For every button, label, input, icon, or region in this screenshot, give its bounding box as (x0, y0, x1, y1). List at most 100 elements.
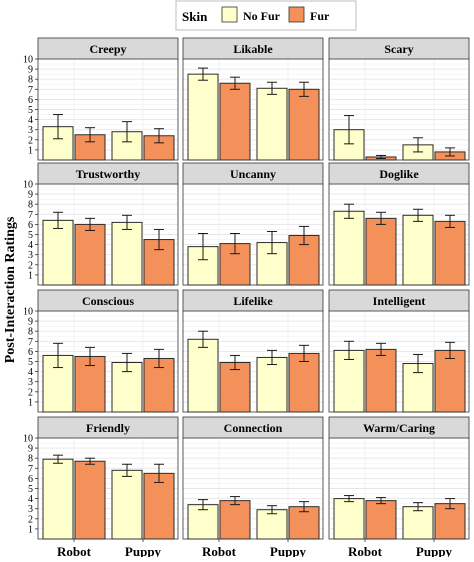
panel-border-intelligent (328, 310, 470, 413)
y-tick-label: 8 (28, 454, 33, 465)
panel-title-conscious: Conscious (82, 294, 134, 308)
y-tick-label: 7 (28, 337, 33, 348)
panel-border-uncanny (182, 183, 324, 286)
y-tick-label: 9 (28, 190, 33, 201)
y-tick-label: 4 (28, 240, 33, 251)
panel-border-warm-caring (328, 437, 470, 540)
bar-lifelike-no-fur-puppy (256, 356, 288, 413)
bar-friendly-fur-robot (74, 460, 106, 540)
panel-border-likable (182, 58, 324, 161)
y-tick-label: 8 (28, 327, 33, 338)
bar-likable-no-fur-puppy (256, 87, 288, 161)
bar-friendly-no-fur-puppy (111, 469, 143, 540)
x-tick-label-robot: Robot (202, 544, 237, 557)
bar-connection-no-fur-robot (187, 504, 219, 540)
y-tick-label: 7 (28, 85, 33, 96)
y-tick-label: 2 (28, 135, 33, 146)
y-tick-label: 5 (28, 357, 33, 368)
x-tick-label-robot: Robot (348, 544, 383, 557)
panel-title-trustworthy: Trustworthy (76, 167, 140, 181)
y-tick-label: 1 (28, 145, 33, 156)
y-tick-label: 5 (28, 230, 33, 241)
y-tick-label: 3 (28, 504, 33, 515)
y-tick-label: 4 (28, 115, 33, 126)
y-tick-label: 9 (28, 317, 33, 328)
panel-border-doglike (328, 183, 470, 286)
y-tick-label: 10 (23, 307, 33, 318)
bar-doglike-no-fur-robot (333, 210, 365, 286)
bar-intelligent-fur-robot (365, 348, 397, 413)
panel-title-uncanny: Uncanny (230, 167, 276, 181)
y-tick-label: 10 (23, 434, 33, 445)
y-tick-label: 2 (28, 260, 33, 271)
y-tick-label: 6 (28, 95, 33, 106)
bar-connection-fur-robot (219, 500, 251, 540)
bar-lifelike-no-fur-robot (187, 338, 219, 413)
y-tick-label: 2 (28, 514, 33, 525)
y-tick-label: 10 (23, 180, 33, 191)
y-tick-label: 1 (28, 270, 33, 281)
y-tick-label: 9 (28, 444, 33, 455)
y-tick-label: 5 (28, 484, 33, 495)
y-tick-label: 4 (28, 367, 33, 378)
panel-title-lifelike: Lifelike (233, 294, 273, 308)
panel-title-likable: Likable (233, 42, 273, 56)
legend-swatch-2 (288, 6, 305, 23)
bar-trustworthy-fur-robot (74, 223, 106, 286)
bar-connection-no-fur-puppy (256, 509, 288, 540)
bar-doglike-fur-robot (365, 217, 397, 286)
panel-border-scary (328, 58, 470, 161)
y-tick-label: 5 (28, 105, 33, 116)
bar-friendly-fur-puppy (143, 472, 175, 540)
panel-border-connection (182, 437, 324, 540)
bar-lifelike-fur-puppy (288, 352, 320, 413)
y-tick-label: 3 (28, 250, 33, 261)
bar-intelligent-fur-puppy (434, 349, 466, 413)
y-tick-label: 3 (28, 377, 33, 388)
y-tick-label: 8 (28, 200, 33, 211)
bar-lifelike-fur-robot (219, 362, 251, 413)
panel-border-lifelike (182, 310, 324, 413)
legend-label-1: No Fur (243, 9, 281, 23)
y-axis-title: Post-Interaction Ratings (3, 216, 18, 363)
y-tick-label: 8 (28, 75, 33, 86)
y-tick-label: 3 (28, 125, 33, 136)
y-tick-label: 1 (28, 524, 33, 535)
panel-title-doglike: Doglike (379, 167, 419, 181)
legend-label-2: Fur (310, 9, 330, 23)
legend-title: Skin (182, 9, 208, 24)
bar-doglike-no-fur-puppy (402, 214, 434, 286)
y-tick-label: 1 (28, 397, 33, 408)
bar-likable-fur-robot (219, 82, 251, 161)
y-tick-label: 2 (28, 387, 33, 398)
y-tick-label: 7 (28, 210, 33, 221)
y-tick-label: 6 (28, 220, 33, 231)
bar-intelligent-no-fur-robot (333, 349, 365, 413)
panel-title-connection: Connection (224, 421, 283, 435)
panel-title-creepy: Creepy (89, 42, 126, 56)
y-tick-label: 9 (28, 65, 33, 76)
panel-title-scary: Scary (384, 42, 413, 56)
panel-title-intelligent: Intelligent (373, 294, 426, 308)
y-tick-label: 7 (28, 464, 33, 475)
panel-title-friendly: Friendly (86, 421, 130, 435)
bar-trustworthy-no-fur-puppy (111, 221, 143, 286)
x-tick-label-puppy: Puppy (416, 544, 453, 557)
bar-likable-no-fur-robot (187, 73, 219, 161)
y-tick-label: 6 (28, 474, 33, 485)
bar-likable-fur-puppy (288, 88, 320, 161)
y-tick-label: 10 (23, 55, 33, 66)
bar-warm-caring-no-fur-robot (333, 498, 365, 540)
bar-trustworthy-no-fur-robot (42, 219, 74, 286)
bar-warm-caring-no-fur-puppy (402, 506, 434, 540)
y-tick-label: 4 (28, 494, 33, 505)
bar-uncanny-no-fur-puppy (256, 242, 288, 286)
y-tick-label: 6 (28, 347, 33, 358)
bar-friendly-no-fur-robot (42, 458, 74, 540)
x-tick-label-robot: Robot (57, 544, 92, 557)
panel-title-warm-caring: Warm/Caring (363, 421, 435, 435)
x-tick-label-puppy: Puppy (125, 544, 162, 557)
x-tick-label-puppy: Puppy (270, 544, 307, 557)
